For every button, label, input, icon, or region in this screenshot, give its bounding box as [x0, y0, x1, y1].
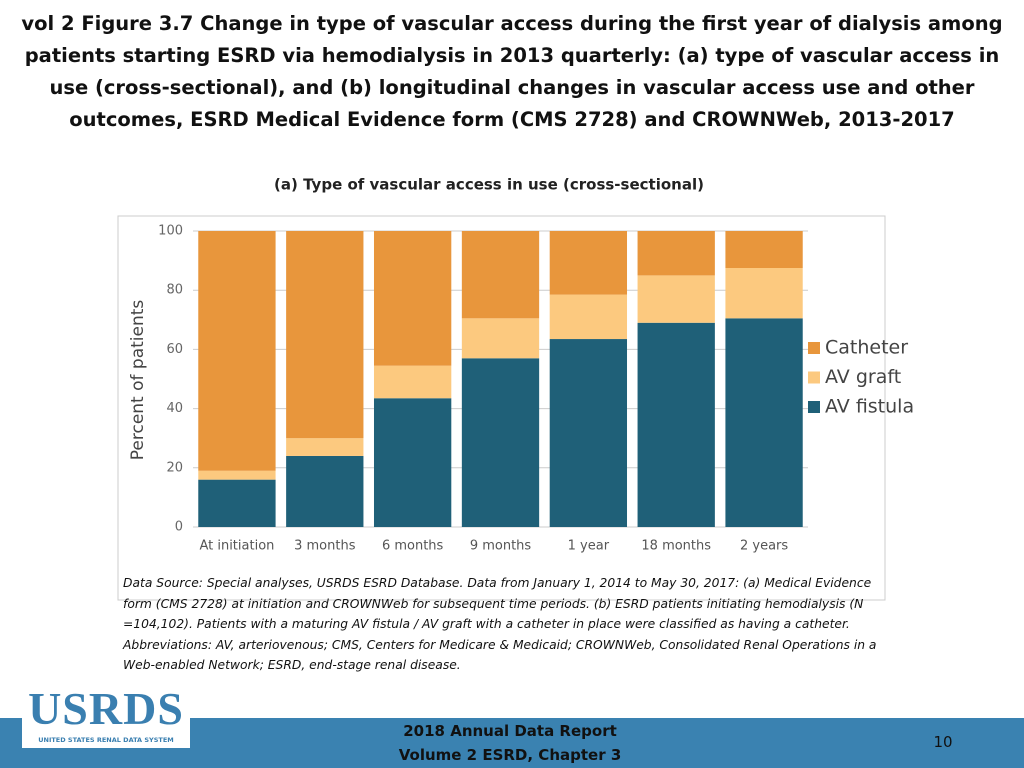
bar-segment [549, 231, 628, 295]
bar-segment [198, 231, 276, 471]
legend-swatch [808, 371, 820, 384]
bar-segment [461, 358, 540, 527]
legend-swatch [808, 401, 820, 413]
legend-label: Catheter [825, 337, 908, 359]
chart-title: (a) Type of vascular access in use (cros… [274, 176, 704, 194]
data-source-note: Data Source: Special analyses, USRDS ESR… [123, 576, 877, 672]
y-tick-label: 100 [158, 224, 183, 239]
y-tick-label: 20 [166, 460, 183, 475]
logo-box [22, 688, 190, 748]
logo-subtitle: UNITED STATES RENAL DATA SYSTEM [38, 736, 174, 744]
page-number: 10 [933, 733, 953, 751]
bar-segment [286, 231, 364, 439]
y-tick-label: 60 [166, 342, 183, 357]
legend-label: AV fistula [825, 396, 914, 418]
x-tick-label: 2 years [740, 539, 788, 554]
x-tick-label: 6 months [382, 539, 444, 554]
chart: (a) Type of vascular access in use (cros… [117, 176, 914, 601]
legend-swatch [808, 342, 820, 354]
bar-segment [198, 479, 276, 527]
bar-segment [373, 398, 452, 527]
bar-segment [637, 275, 715, 323]
bar-segment [373, 231, 452, 366]
bar-segment [373, 365, 452, 399]
bar-segment [549, 339, 628, 527]
y-axis-label: Percent of patients [128, 300, 148, 461]
bar-segment [286, 438, 364, 456]
chart-frame [117, 215, 886, 601]
x-tick-label: 3 months [294, 539, 356, 554]
legend-label: AV graft [825, 366, 901, 388]
bar-segment [461, 231, 540, 319]
bar-segment [637, 322, 715, 527]
bar-segment [286, 455, 364, 527]
x-tick-label: 18 months [641, 539, 711, 554]
x-tick-label: At initiation [199, 539, 274, 554]
x-tick-label: 9 months [470, 539, 532, 554]
y-tick-label: 40 [166, 401, 183, 416]
x-tick-label: 1 year [568, 539, 610, 554]
y-tick-label: 0 [175, 520, 183, 535]
bar-segment [198, 470, 276, 480]
bar-segment [461, 318, 540, 359]
slide-title: vol 2 Figure 3.7 Change in type of vascu… [21, 12, 1003, 131]
bar-segment [637, 231, 715, 276]
bar-segment [725, 268, 803, 319]
bar-segment [725, 318, 803, 527]
logo: USRDS [28, 683, 184, 734]
footer-report: 2018 Annual Data Report [403, 722, 617, 740]
bar-segment [549, 294, 628, 340]
bar-segment [725, 231, 803, 268]
y-tick-label: 80 [166, 283, 183, 298]
footer-chapter: Volume 2 ESRD, Chapter 3 [398, 746, 622, 764]
